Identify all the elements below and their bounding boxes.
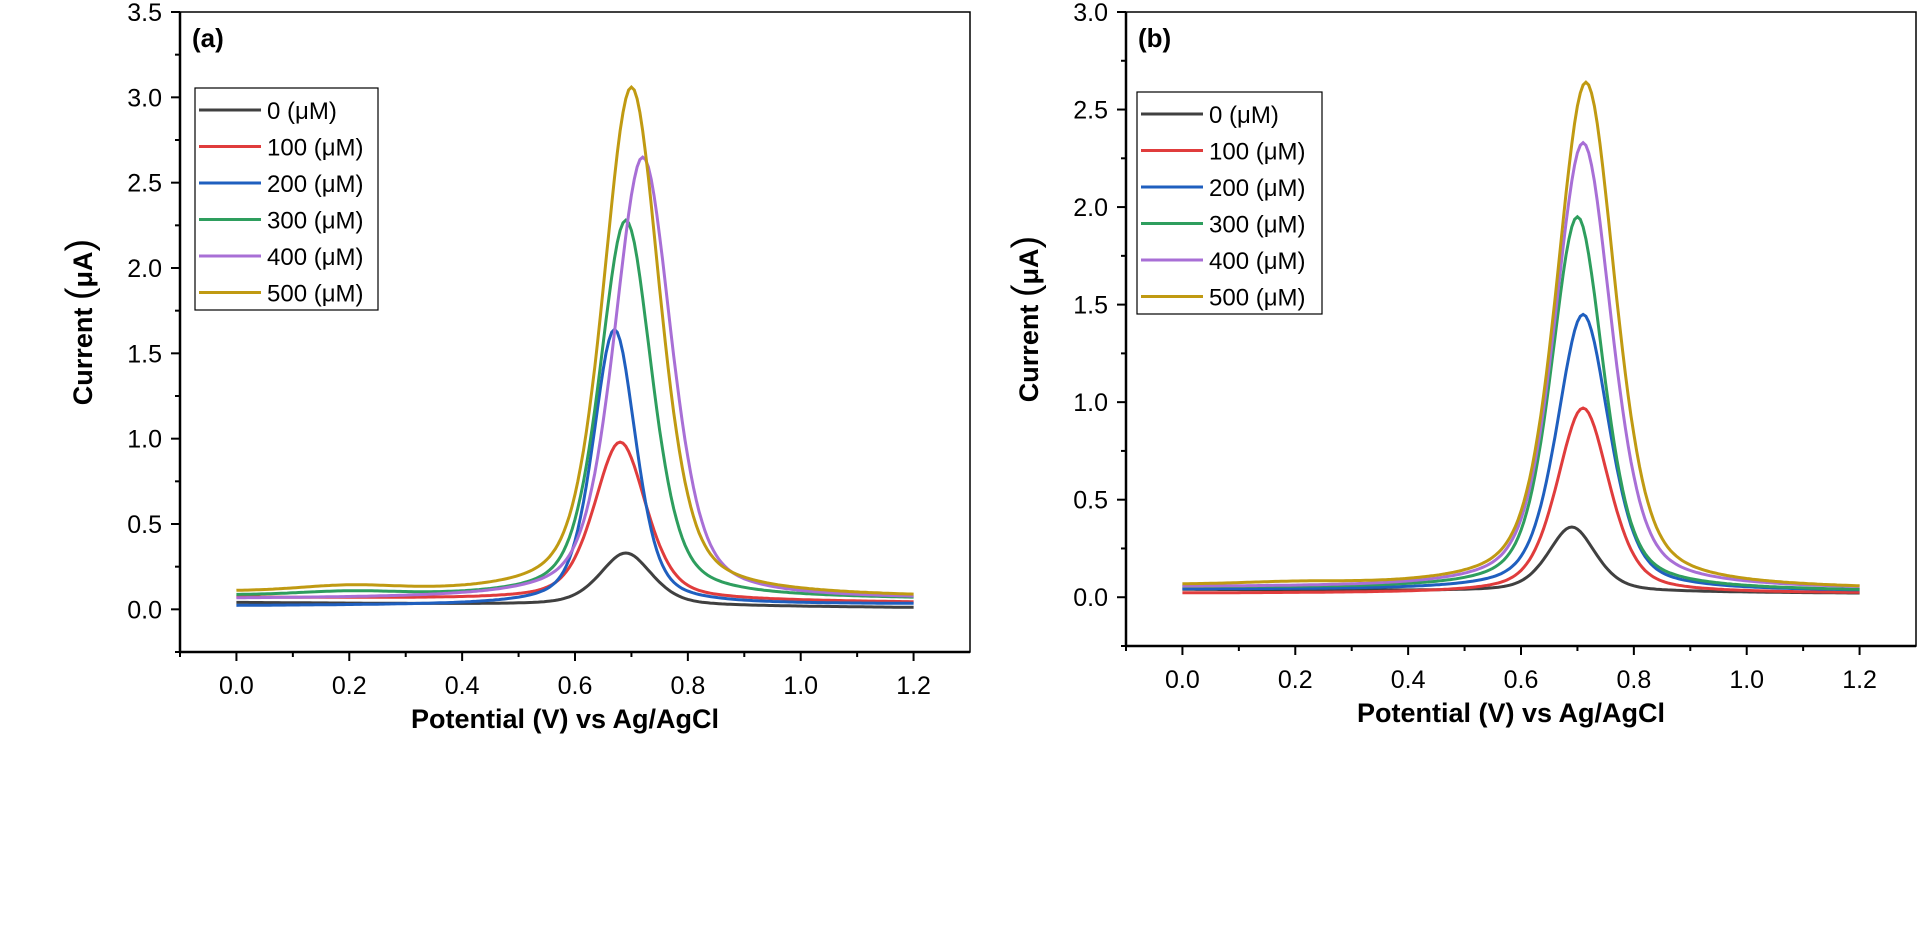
x-tick-label: 1.2 bbox=[896, 672, 931, 700]
legend: 0 (μM) 100 (μM) 200 (μM) 300 (μM) 400 (μM) 50… bbox=[194, 87, 379, 311]
x-tick-label: 0.4 bbox=[1391, 666, 1426, 694]
y-tick-label: 3.5 bbox=[127, 0, 162, 27]
y-tick-label: 0.0 bbox=[127, 596, 162, 624]
y-tick-label: 1.0 bbox=[1073, 389, 1108, 417]
panel-label: (b) bbox=[1138, 23, 1171, 53]
x-tick-label: 0.2 bbox=[1278, 666, 1313, 694]
x-tick-label: 0.8 bbox=[1616, 666, 1651, 694]
legend-label-5: 500 (μM) bbox=[1209, 285, 1306, 312]
y-tick-label: 0.5 bbox=[127, 511, 162, 539]
legend-label-1: 100 (μM) bbox=[267, 135, 364, 162]
chart-panel-b: 0.0 0.2 0.4 0.6 0.8 1.0 1.2 0.0 0.5 1.0 1.5 2.0 2.5 3… bbox=[1005, 0, 1917, 728]
y-tick-label: 2.0 bbox=[127, 255, 162, 283]
legend-label-5: 500 (μM) bbox=[267, 281, 364, 308]
y-axis-paren-close: ) bbox=[59, 239, 101, 252]
y-tick-label: 3.0 bbox=[127, 84, 162, 112]
y-axis-paren-open: ( bbox=[59, 287, 101, 300]
x-axis-label: Potential (V) vs Ag/AgCl bbox=[1357, 698, 1665, 728]
chart-panel-a: 0.0 0.2 0.4 0.6 0.8 1.0 1.2 0.0 0.5 1.0 1.5 2.0 2.5 3… bbox=[59, 0, 971, 734]
y-axis-label: Current (μA) bbox=[1005, 236, 1047, 402]
x-tick-label: 0.6 bbox=[1504, 666, 1539, 694]
y-tick-label: 1.5 bbox=[1073, 292, 1108, 320]
series-line-2 bbox=[236, 327, 914, 607]
y-tick-label: 0.0 bbox=[1073, 584, 1108, 612]
y-tick-label: 1.0 bbox=[127, 426, 162, 454]
y-tick-label: 3.0 bbox=[1073, 0, 1108, 27]
series-line-1 bbox=[1182, 406, 1860, 595]
x-tick-label: 1.2 bbox=[1842, 666, 1877, 694]
x-tick-label: 0.2 bbox=[332, 672, 367, 700]
series-line-3 bbox=[236, 218, 914, 599]
x-tick-label: 0.0 bbox=[1165, 666, 1200, 694]
panel-label: (a) bbox=[192, 23, 224, 53]
legend-box bbox=[194, 87, 379, 311]
y-tick-label: 2.0 bbox=[1073, 194, 1108, 222]
series-line-5 bbox=[236, 84, 914, 596]
legend-label-2: 200 (μM) bbox=[1209, 175, 1306, 202]
series-line-4 bbox=[1182, 140, 1860, 588]
legend-label-0: 0 (μM) bbox=[267, 98, 337, 125]
x-tick-label: 1.0 bbox=[1729, 666, 1764, 694]
legend-label-0: 0 (μM) bbox=[1209, 102, 1279, 129]
y-tick-label: 2.5 bbox=[127, 170, 162, 198]
legend-label-4: 400 (μM) bbox=[267, 244, 364, 271]
y-tick-label: 1.5 bbox=[127, 340, 162, 368]
y-axis-unit: μA bbox=[1014, 248, 1044, 284]
y-axis-paren-open: ( bbox=[1005, 284, 1047, 297]
series-line-5 bbox=[1182, 80, 1860, 588]
legend-label-1: 100 (μM) bbox=[1209, 139, 1306, 166]
y-tick-label: 2.5 bbox=[1073, 97, 1108, 125]
x-tick-label: 1.0 bbox=[783, 672, 818, 700]
y-tick-label: 0.5 bbox=[1073, 487, 1108, 515]
x-axis-label: Potential (V) vs Ag/AgCl bbox=[411, 704, 719, 734]
legend: 0 (μM) 100 (μM) 200 (μM) 300 (μM) 400 (μM) 50… bbox=[1136, 91, 1323, 315]
legend-label-3: 300 (μM) bbox=[1209, 212, 1306, 239]
x-tick-label: 0.4 bbox=[445, 672, 480, 700]
legend-label-4: 400 (μM) bbox=[1209, 248, 1306, 275]
series-line-4 bbox=[236, 155, 914, 600]
legend-label-3: 300 (μM) bbox=[267, 208, 364, 235]
y-axis-paren-close: ) bbox=[1005, 236, 1047, 249]
x-tick-label: 0.0 bbox=[219, 672, 254, 700]
y-axis-label-text: Current bbox=[1014, 297, 1044, 402]
legend-box bbox=[1136, 91, 1323, 315]
x-tick-label: 0.6 bbox=[558, 672, 593, 700]
legend-label-2: 200 (μM) bbox=[267, 171, 364, 198]
y-axis-label: Current (μA) bbox=[59, 239, 101, 405]
x-tick-label: 0.8 bbox=[670, 672, 705, 700]
y-axis-unit: μA bbox=[68, 251, 98, 287]
y-axis-label-text: Current bbox=[68, 300, 98, 405]
series-line-2 bbox=[1182, 312, 1860, 592]
